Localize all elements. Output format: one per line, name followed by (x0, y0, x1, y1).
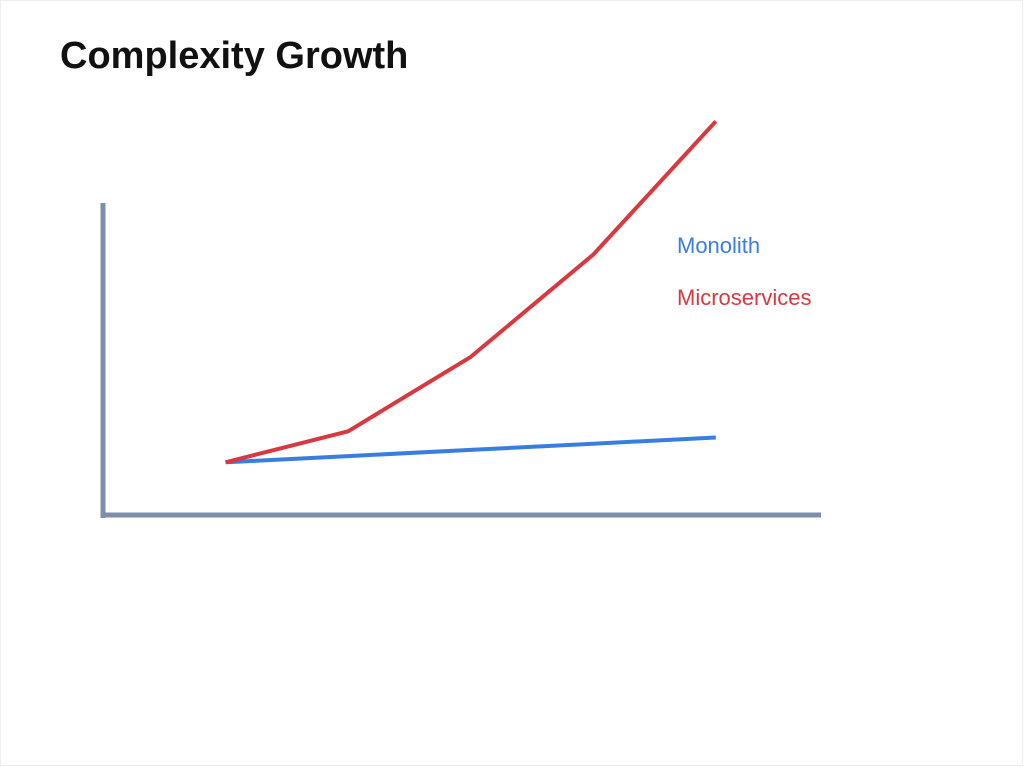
legend-label: Monolith (677, 233, 760, 258)
series-line (225, 435, 716, 465)
legend-label: Microservices (677, 285, 811, 310)
chart-title: Complexity Growth (60, 35, 408, 77)
series-line (225, 119, 718, 465)
